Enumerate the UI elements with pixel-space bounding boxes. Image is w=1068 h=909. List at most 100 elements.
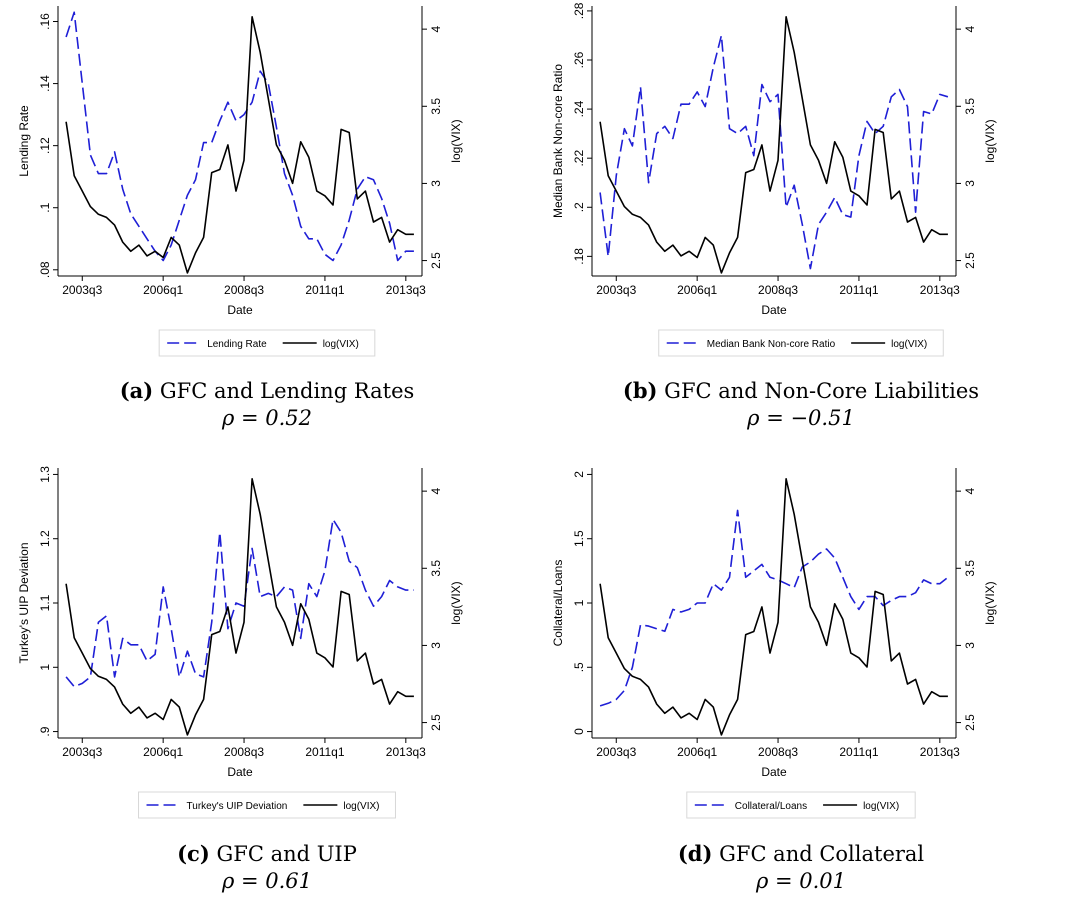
caption-rho: ρ = 0.01: [755, 869, 847, 893]
y-tick-label-right: 4: [963, 487, 977, 494]
x-tick-label: 2003q3: [62, 745, 102, 759]
y-tick-label-left: .28: [572, 2, 586, 19]
y-tick-label-left: .12: [38, 137, 52, 154]
x-axis-title: Date: [761, 303, 787, 317]
x-tick-label: 2008q3: [758, 745, 798, 759]
y-tick-label-right: 3: [963, 180, 977, 187]
legend-label: log(VIX): [323, 339, 359, 350]
y-tick-label-left: .22: [572, 150, 586, 167]
legend-label: Turkey's UIP Deviation: [187, 801, 288, 812]
legend-box: [658, 329, 944, 357]
y-tick-label-right: 3.5: [429, 560, 443, 577]
y-tick-label-right: 2.5: [963, 252, 977, 269]
caption-d: (d) GFC and Collateral ρ = 0.01: [534, 840, 1068, 895]
x-tick-label: 2008q3: [224, 283, 264, 297]
caption-b: (b) GFC and Non-Core Liabilities ρ = −0.…: [534, 377, 1068, 432]
caption-rho: ρ = 0.52: [221, 406, 313, 430]
x-tick-label: 2008q3: [758, 283, 798, 297]
x-tick-label: 2013q3: [386, 283, 426, 297]
x-tick-label: 2011q1: [305, 283, 344, 297]
caption-tag: (d): [677, 841, 713, 866]
series-line-primary: [599, 34, 949, 270]
y-tick-label-left: 0: [572, 728, 586, 735]
caption-tag: (a): [119, 378, 154, 403]
y-tick-label-left: .18: [572, 248, 586, 265]
series-line-log-vix: [65, 477, 414, 736]
y-tick-label-left: 1: [572, 599, 586, 606]
y-tick-label-left: .2: [572, 202, 586, 212]
y-tick-label-right: 3: [963, 642, 977, 649]
x-tick-label: 2006q1: [143, 283, 183, 297]
series-line-primary: [65, 11, 414, 262]
legend-box: [138, 791, 396, 819]
chart-panel-2: .9 1 1.1 1.2 1.3 2.5 3 3.5 4 2003q3 2006q1 2008q3 20…: [17, 466, 463, 819]
legend-label: Median Bank Non-core Ratio: [707, 339, 836, 350]
x-tick-label: 2008q3: [224, 745, 264, 759]
caption-a: (a) GFC and Lending Rates ρ = 0.52: [0, 377, 534, 432]
caption-rho: ρ = 0.61: [221, 869, 313, 893]
x-tick-label: 2011q1: [305, 745, 344, 759]
legend-label: log(VIX): [891, 339, 927, 350]
caption-title: GFC and UIP: [216, 842, 357, 866]
legend-label: Collateral/Loans: [735, 801, 807, 812]
y-tick-label-left: .08: [38, 261, 52, 278]
y-axis-title-left: Median Bank Non-core Ratio: [551, 64, 565, 218]
y-tick-label-left: .24: [572, 100, 586, 117]
y-tick-label-right: 2.5: [429, 252, 443, 269]
caption-c: (c) GFC and UIP ρ = 0.61: [0, 840, 534, 895]
legend-box: [686, 791, 916, 819]
x-tick-label: 2006q1: [677, 283, 717, 297]
y-tick-label-right: 4: [429, 487, 443, 494]
y-tick-label-right: 3: [429, 180, 443, 187]
y-axis-title-right: log(VIX): [449, 119, 463, 162]
y-tick-label-left: 1.1: [38, 594, 52, 611]
y-axis-title-right: log(VIX): [983, 581, 997, 624]
caption-title: GFC and Non-Core Liabilities: [664, 379, 980, 403]
x-tick-label: 2003q3: [596, 745, 636, 759]
x-tick-label: 2006q1: [677, 745, 717, 759]
y-tick-label-left: 2: [572, 471, 586, 478]
y-tick-label-left: .5: [572, 662, 586, 672]
x-tick-label: 2006q1: [143, 745, 183, 759]
chart-panel-1: .18 .2 .22 .24 .26 .28 2.5 3 3.5 4 2003q3 2006q1 200…: [551, 2, 997, 357]
y-tick-label-right: 2.5: [429, 714, 443, 731]
y-tick-label-left: .26: [572, 51, 586, 68]
series-line-log-vix: [599, 15, 948, 274]
y-tick-label-left: 1.5: [572, 530, 586, 547]
y-axis-title-right: log(VIX): [983, 119, 997, 162]
caption-tag: (b): [622, 378, 658, 403]
y-axis-title-left: Lending Rate: [17, 105, 31, 177]
y-tick-label-right: 3.5: [963, 560, 977, 577]
chart-panel-0: .08 .1 .12 .14 .16 2.5 3 3.5 4 2003q3 2006q1 2008q3…: [17, 6, 463, 357]
x-tick-label: 2013q3: [920, 283, 960, 297]
y-tick-label-left: 1: [38, 664, 52, 671]
y-tick-label-right: 4: [429, 25, 443, 32]
y-tick-label-right: 4: [963, 25, 977, 32]
x-tick-label: 2011q1: [839, 745, 878, 759]
y-tick-label-right: 3: [429, 642, 443, 649]
y-tick-label-left: .1: [38, 202, 52, 212]
y-tick-label-left: .16: [38, 13, 52, 30]
y-tick-label-left: 1.2: [38, 530, 52, 547]
y-tick-label-right: 3.5: [429, 98, 443, 115]
x-tick-label: 2003q3: [62, 283, 102, 297]
y-tick-label-left: 1.3: [38, 466, 52, 483]
caption-title: GFC and Lending Rates: [159, 379, 415, 403]
y-axis-title-left: Turkey's UIP Deviation: [17, 542, 31, 663]
x-axis-title: Date: [761, 765, 787, 779]
series-line-primary: [65, 518, 414, 688]
y-tick-label-left: .9: [38, 726, 52, 736]
caption-title: GFC and Collateral: [719, 842, 925, 866]
caption-tag: (c): [177, 841, 210, 866]
legend-label: log(VIX): [863, 801, 899, 812]
y-axis-title-right: log(VIX): [449, 581, 463, 624]
x-tick-label: 2013q3: [386, 745, 426, 759]
x-axis-title: Date: [227, 765, 253, 779]
legend-label: log(VIX): [343, 801, 379, 812]
series-line-log-vix: [599, 477, 948, 736]
y-tick-label-right: 2.5: [963, 714, 977, 731]
series-line-log-vix: [65, 15, 414, 274]
x-tick-label: 2003q3: [596, 283, 636, 297]
x-tick-label: 2011q1: [839, 283, 878, 297]
